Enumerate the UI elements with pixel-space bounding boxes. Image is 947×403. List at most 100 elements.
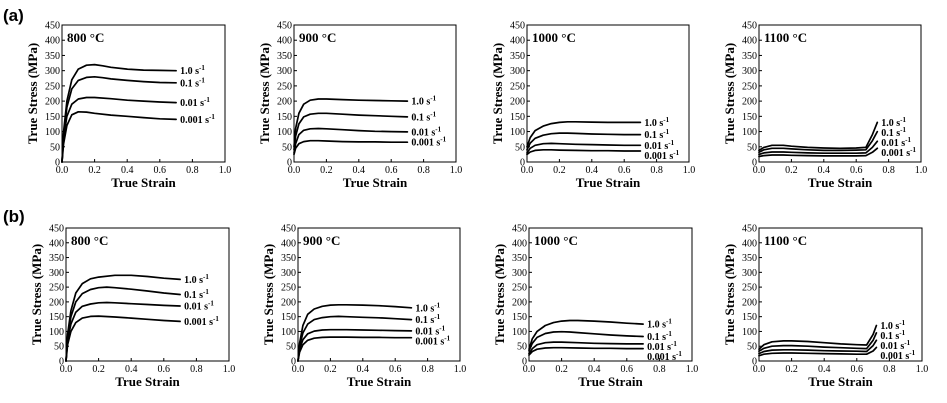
- y-tick-label: 250: [742, 283, 757, 294]
- x-tick-label: 0.0: [523, 364, 536, 375]
- y-tick-label: 200: [512, 297, 527, 308]
- y-tick-label: 150: [742, 112, 757, 123]
- superscript: -1: [434, 301, 440, 309]
- y-tick-label: 100: [512, 327, 527, 338]
- superscript: -1: [899, 329, 905, 337]
- superscript: -1: [910, 146, 916, 154]
- superscript: -1: [204, 96, 210, 104]
- superscript: -1: [209, 113, 215, 121]
- strain-rate-label: 0.1 s-1: [180, 76, 205, 89]
- figure-label-a: (a): [3, 6, 24, 25]
- x-tick-label: 0.4: [818, 364, 831, 375]
- strain-rate-label: 0.001 s-1: [881, 146, 916, 159]
- y-axis-title: True Stress (MPa): [722, 244, 737, 345]
- x-tick-label: 0.6: [621, 364, 634, 375]
- y-tick-label: 250: [510, 81, 525, 92]
- y-tick-label: 50: [286, 342, 296, 353]
- strain-rate-label: 0.001 s-1: [411, 136, 446, 149]
- strain-rate-label: 0.001 s-1: [180, 113, 215, 126]
- plot-frame: [293, 24, 457, 163]
- x-axis-title: True Strain: [343, 175, 408, 190]
- strain-rate-label: 0.001 s-1: [415, 334, 450, 347]
- y-axis-title: True Stress (MPa): [25, 43, 40, 144]
- stress-strain-chart-7: 0 50 100 150 200 250 300 350 400 450 0.0 0.2 0.4 0.6 0…: [492, 224, 698, 390]
- series-line-0-01: [526, 142, 642, 154]
- y-tick-label: 150: [45, 112, 60, 123]
- strain-rate-label: 0.01 s-1: [411, 125, 441, 138]
- x-tick-label: 0.2: [320, 165, 333, 176]
- superscript: -1: [666, 330, 672, 338]
- x-tick-label: 0.2: [785, 165, 798, 176]
- y-tick-label: 300: [281, 268, 296, 279]
- x-axis-title: True Strain: [347, 374, 412, 389]
- y-tick-label: 100: [45, 127, 60, 138]
- strain-rate-label: 0.01 s-1: [180, 96, 210, 109]
- x-tick-label: 0.4: [588, 364, 601, 375]
- y-tick-label: 250: [281, 283, 296, 294]
- y-tick-label: 400: [742, 36, 757, 47]
- series-line-0-01: [758, 339, 878, 355]
- x-tick-label: 0.6: [851, 364, 864, 375]
- x-tick-label: 0.8: [650, 165, 663, 176]
- y-tick-label: 300: [742, 66, 757, 77]
- y-tick-label: 350: [49, 253, 64, 264]
- superscript: -1: [905, 136, 911, 144]
- series-line-0-001: [758, 346, 878, 357]
- series-line-0-001: [758, 147, 879, 158]
- x-tick-label: 1.0: [454, 364, 467, 375]
- x-tick-label: 0.0: [60, 364, 73, 375]
- series-line-0-01: [293, 127, 409, 154]
- y-tick-label: 100: [281, 327, 296, 338]
- series-line-0-001: [526, 148, 642, 156]
- superscript: -1: [444, 334, 450, 342]
- y-tick-label: 100: [742, 127, 757, 138]
- y-tick-label: 350: [45, 51, 60, 62]
- series-line-0-001: [65, 315, 181, 362]
- series-line-0-01: [61, 96, 177, 163]
- x-tick-label: 0.2: [555, 364, 568, 375]
- x-tick-label: 0.8: [883, 364, 896, 375]
- strain-rate-label: 1.0 s-1: [644, 116, 669, 129]
- y-tick-label: 450: [742, 21, 757, 32]
- superscript: -1: [663, 128, 669, 136]
- series-line-0-1: [758, 332, 878, 353]
- y-axis-title: True Stress (MPa): [722, 43, 737, 144]
- x-tick-label: 0.4: [125, 364, 138, 375]
- temperature-title: 900 °C: [299, 30, 336, 45]
- strain-rate-label: 0.1 s-1: [184, 288, 209, 301]
- series-line-0-001: [293, 139, 409, 156]
- plot-frame: [758, 227, 923, 362]
- series-line-1-0: [526, 120, 642, 148]
- y-tick-label: 200: [510, 97, 525, 108]
- superscript: -1: [430, 95, 436, 103]
- x-tick-label: 0.0: [288, 165, 301, 176]
- series-line-0-1: [758, 130, 879, 154]
- x-tick-label: 0.8: [190, 364, 203, 375]
- y-tick-label: 300: [277, 66, 292, 77]
- y-tick-label: 300: [49, 268, 64, 279]
- stress-strain-chart-6: 0 50 100 150 200 250 300 350 400 450 0.0 0.2 0.4 0.6 0…: [261, 224, 466, 390]
- y-tick-label: 250: [277, 81, 292, 92]
- temperature-title: 1000 °C: [534, 233, 578, 248]
- y-tick-label: 300: [742, 268, 757, 279]
- stress-strain-chart-5: 0 50 100 150 200 250 300 350 400 450 0.0 0.2 0.4 0.6 0…: [29, 224, 235, 390]
- y-tick-label: 350: [281, 253, 296, 264]
- y-tick-label: 100: [277, 127, 292, 138]
- y-tick-label: 50: [54, 342, 64, 353]
- y-axis-title: True Stress (MPa): [261, 244, 276, 345]
- series-line-1-0: [758, 121, 879, 152]
- x-tick-label: 0.6: [158, 364, 171, 375]
- superscript: -1: [435, 125, 441, 133]
- y-tick-label: 200: [45, 97, 60, 108]
- y-tick-label: 400: [277, 36, 292, 47]
- series-line-0-01: [65, 301, 181, 362]
- strain-rate-label: 0.001 s-1: [647, 350, 682, 363]
- superscript: -1: [900, 116, 906, 124]
- y-tick-label: 300: [512, 268, 527, 279]
- x-tick-label: 1.0: [219, 165, 232, 176]
- y-tick-label: 0: [55, 158, 60, 169]
- y-tick-label: 350: [510, 51, 525, 62]
- x-tick-label: 1.0: [686, 364, 699, 375]
- x-tick-label: 0.0: [753, 165, 766, 176]
- y-tick-label: 0: [752, 357, 757, 368]
